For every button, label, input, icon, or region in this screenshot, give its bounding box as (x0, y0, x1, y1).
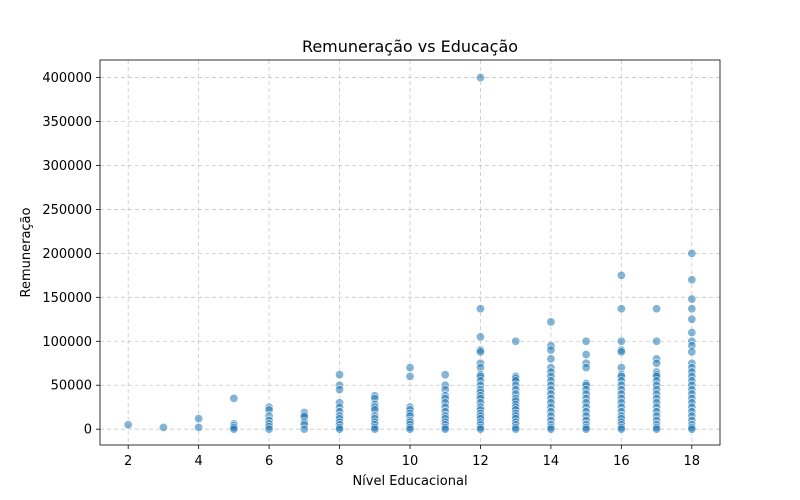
data-point (687, 248, 697, 258)
x-tick-label: 10 (402, 454, 419, 469)
data-point (616, 336, 626, 346)
x-tick-label: 6 (265, 454, 273, 469)
data-point (194, 414, 204, 424)
data-point (687, 304, 697, 314)
data-point (475, 332, 485, 342)
data-point (687, 347, 697, 357)
x-tick-label: 14 (543, 454, 560, 469)
y-axis-label: Remuneração (19, 207, 34, 297)
data-point (616, 304, 626, 314)
data-point (475, 304, 485, 314)
y-tick-label: 400000 (42, 71, 92, 86)
data-point (581, 424, 591, 434)
y-tick-label: 250000 (42, 203, 92, 218)
y-tick-label: 100000 (42, 335, 92, 350)
grid-layer (100, 60, 720, 445)
chart-title: Remuneração vs Educação (302, 37, 518, 56)
data-point (511, 336, 521, 346)
data-point (405, 424, 415, 434)
data-point (652, 336, 662, 346)
y-tick-label: 50000 (51, 379, 92, 394)
x-tick-label: 4 (194, 454, 202, 469)
data-point (405, 371, 415, 381)
data-point (616, 424, 626, 434)
y-tick-label: 300000 (42, 159, 92, 174)
data-point (229, 393, 239, 403)
data-point (652, 424, 662, 434)
data-point (546, 317, 556, 327)
data-point (687, 424, 697, 434)
y-tick-label: 350000 (42, 115, 92, 130)
data-point (652, 358, 662, 368)
data-point (158, 422, 168, 432)
y-tick-label: 0 (84, 423, 92, 438)
data-point (440, 424, 450, 434)
data-point (229, 424, 239, 434)
data-point (687, 275, 697, 285)
points-layer (123, 73, 697, 434)
data-point (335, 370, 345, 380)
data-point (546, 345, 556, 355)
data-point (335, 385, 345, 395)
data-point (405, 363, 415, 373)
data-point (475, 73, 485, 83)
x-tick-label: 16 (613, 454, 630, 469)
x-tick-label: 8 (335, 454, 343, 469)
data-point (546, 354, 556, 364)
data-point (616, 347, 626, 357)
data-point (581, 363, 591, 373)
data-point (335, 424, 345, 434)
data-point (264, 424, 274, 434)
data-point (687, 314, 697, 324)
data-point (546, 424, 556, 434)
data-point (440, 370, 450, 380)
x-tick-label: 12 (472, 454, 489, 469)
x-tick-label: 2 (124, 454, 132, 469)
y-tick-label: 150000 (42, 291, 92, 306)
data-point (194, 422, 204, 432)
data-point (687, 327, 697, 337)
data-point (299, 424, 309, 434)
ticks-layer: 2 4 6 8 10 12 14 16 18 0 50000 100000 150000 200000 25… (42, 71, 700, 469)
data-point (475, 347, 485, 357)
data-point (652, 304, 662, 314)
data-point (370, 424, 380, 434)
x-tick-label: 18 (684, 454, 701, 469)
data-point (616, 270, 626, 280)
data-point (581, 349, 591, 359)
y-tick-label: 200000 (42, 247, 92, 262)
data-point (475, 424, 485, 434)
x-axis-label: Nível Educacional (352, 474, 467, 489)
data-point (687, 294, 697, 304)
data-point (511, 424, 521, 434)
data-point (581, 336, 591, 346)
data-point (123, 420, 133, 430)
